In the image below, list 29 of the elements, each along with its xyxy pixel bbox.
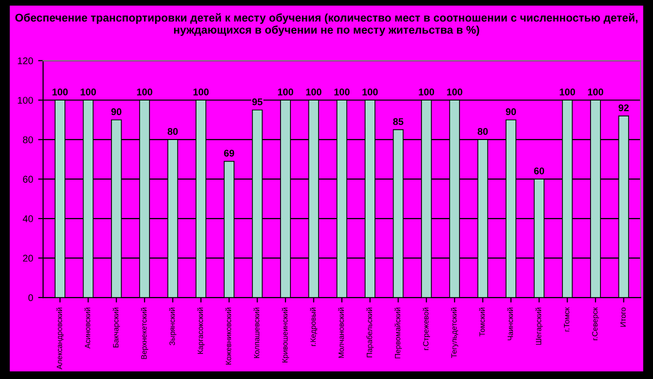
data-label: 100 [447, 88, 462, 96]
chart-title: Обеспечение транспортировки детей к месту обучения (количество мест в соотношении с численностью детей, нуждающихся в обучении не по месту жительства в %) [15, 13, 638, 36]
y-tick-label: 20 [23, 254, 33, 262]
data-label: 80 [478, 128, 488, 135]
data-label: 60 [534, 167, 544, 174]
data-label: 100 [52, 88, 68, 96]
data-label: 69 [224, 150, 234, 157]
data-label: 100 [80, 88, 96, 96]
data-label: 100 [334, 88, 350, 96]
data-label: 100 [560, 88, 576, 96]
data-label: 90 [111, 108, 122, 116]
y-tick-label: 120 [18, 57, 33, 64]
y-tick-label: 0 [28, 294, 33, 302]
data-label: 95 [252, 98, 262, 106]
data-label: 100 [362, 88, 378, 96]
y-tick-label: 40 [22, 215, 33, 222]
y-tick-label: 60 [23, 176, 33, 183]
data-label: 100 [193, 88, 209, 96]
data-label: 90 [506, 108, 516, 116]
data-label: 100 [137, 88, 152, 96]
data-label: 85 [393, 118, 404, 126]
y-tick-label: 80 [22, 136, 33, 144]
data-label: 80 [168, 128, 178, 135]
data-label: 100 [306, 88, 322, 96]
data-label: 100 [418, 88, 434, 96]
y-tick-label: 100 [18, 96, 33, 104]
data-label: 100 [588, 88, 604, 96]
data-label: 100 [278, 88, 294, 96]
data-label: 92 [618, 104, 629, 112]
